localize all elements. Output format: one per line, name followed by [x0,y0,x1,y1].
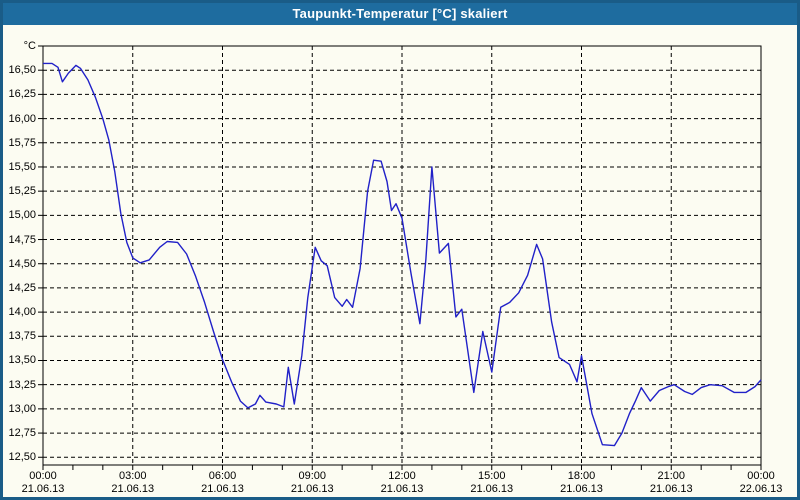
x-axis-date-label: 21.06.13 [21,483,65,495]
x-axis-time-label: 18:00 [567,470,596,482]
plot-area [38,45,762,470]
x-axis-time-label: 00:00 [747,470,775,482]
y-axis-tick-label: 16,50 [8,64,36,77]
y-axis-tick-label: 12,75 [8,427,36,440]
chart-title: Taupunkt-Temperatur [°C] skaliert [292,6,508,21]
x-axis-date-label: 21.06.13 [290,483,334,495]
x-axis-date-label: 22.06.13 [739,483,783,495]
y-axis-tick-label: 13,50 [8,354,36,367]
x-axis-time-label: 09:00 [298,470,327,482]
temperature-line [43,62,762,447]
x-axis-tick-label: 12:00 21.06.13 [365,470,439,496]
x-axis-time-label: 12:00 [388,470,416,482]
y-axis-tick-label: 15,50 [8,160,36,173]
y-axis-tick-label: 14,75 [8,233,36,246]
y-axis-tick-label: 12,50 [8,451,36,464]
y-axis-tick-label: 13,75 [8,330,36,343]
x-axis-time-label: 06:00 [208,470,237,482]
plot-frame [42,45,762,466]
y-axis-tick-label: 16,00 [8,112,36,125]
x-axis-tick-label: 06:00 21.06.13 [186,470,260,496]
x-axis-tick-label: 21:00 21.06.13 [634,470,708,496]
x-axis-time-label: 03:00 [118,470,147,482]
y-axis-tick-label: 15,00 [8,209,36,222]
x-axis-tick-label: 00:00 22.06.13 [724,470,797,496]
x-axis-tick-label: 03:00 21.06.13 [96,470,170,496]
x-axis-time-label: 21:00 [657,470,686,482]
x-axis-tick-label: 15:00 21.06.13 [455,470,529,496]
x-axis-time-label: 15:00 [477,470,506,482]
y-axis-tick-label: 16,25 [8,88,36,101]
y-axis-tick-label: 14,50 [8,257,36,270]
x-axis-date-label: 21.06.13 [560,483,603,495]
y-axis-tick-label: 15,75 [8,136,36,149]
y-axis-tick-label: 14,00 [8,306,36,319]
x-axis-date-label: 21.06.13 [470,483,514,495]
x-axis-date-label: 21.06.13 [380,483,424,495]
x-axis-tick-label: 09:00 21.06.13 [275,470,349,496]
y-axis-tick-label: 15,25 [8,185,36,198]
chart-title-bar: Taupunkt-Temperatur [°C] skaliert [3,3,797,25]
x-axis-time-label: 00:00 [29,470,57,482]
y-axis-tick-label: 13,00 [8,402,36,415]
x-axis-date-label: 21.06.13 [649,483,693,495]
y-axis-tick-label: 14,25 [8,281,36,294]
y-axis-tick-label: 13,25 [8,378,36,391]
x-axis-date-label: 21.06.13 [111,483,155,495]
x-axis-tick-label: 00:00 21.06.13 [6,470,80,496]
y-axis-unit-label: °C [23,40,36,52]
x-axis-date-label: 21.06.13 [201,483,244,495]
x-axis-tick-label: 18:00 21.06.13 [545,470,619,496]
